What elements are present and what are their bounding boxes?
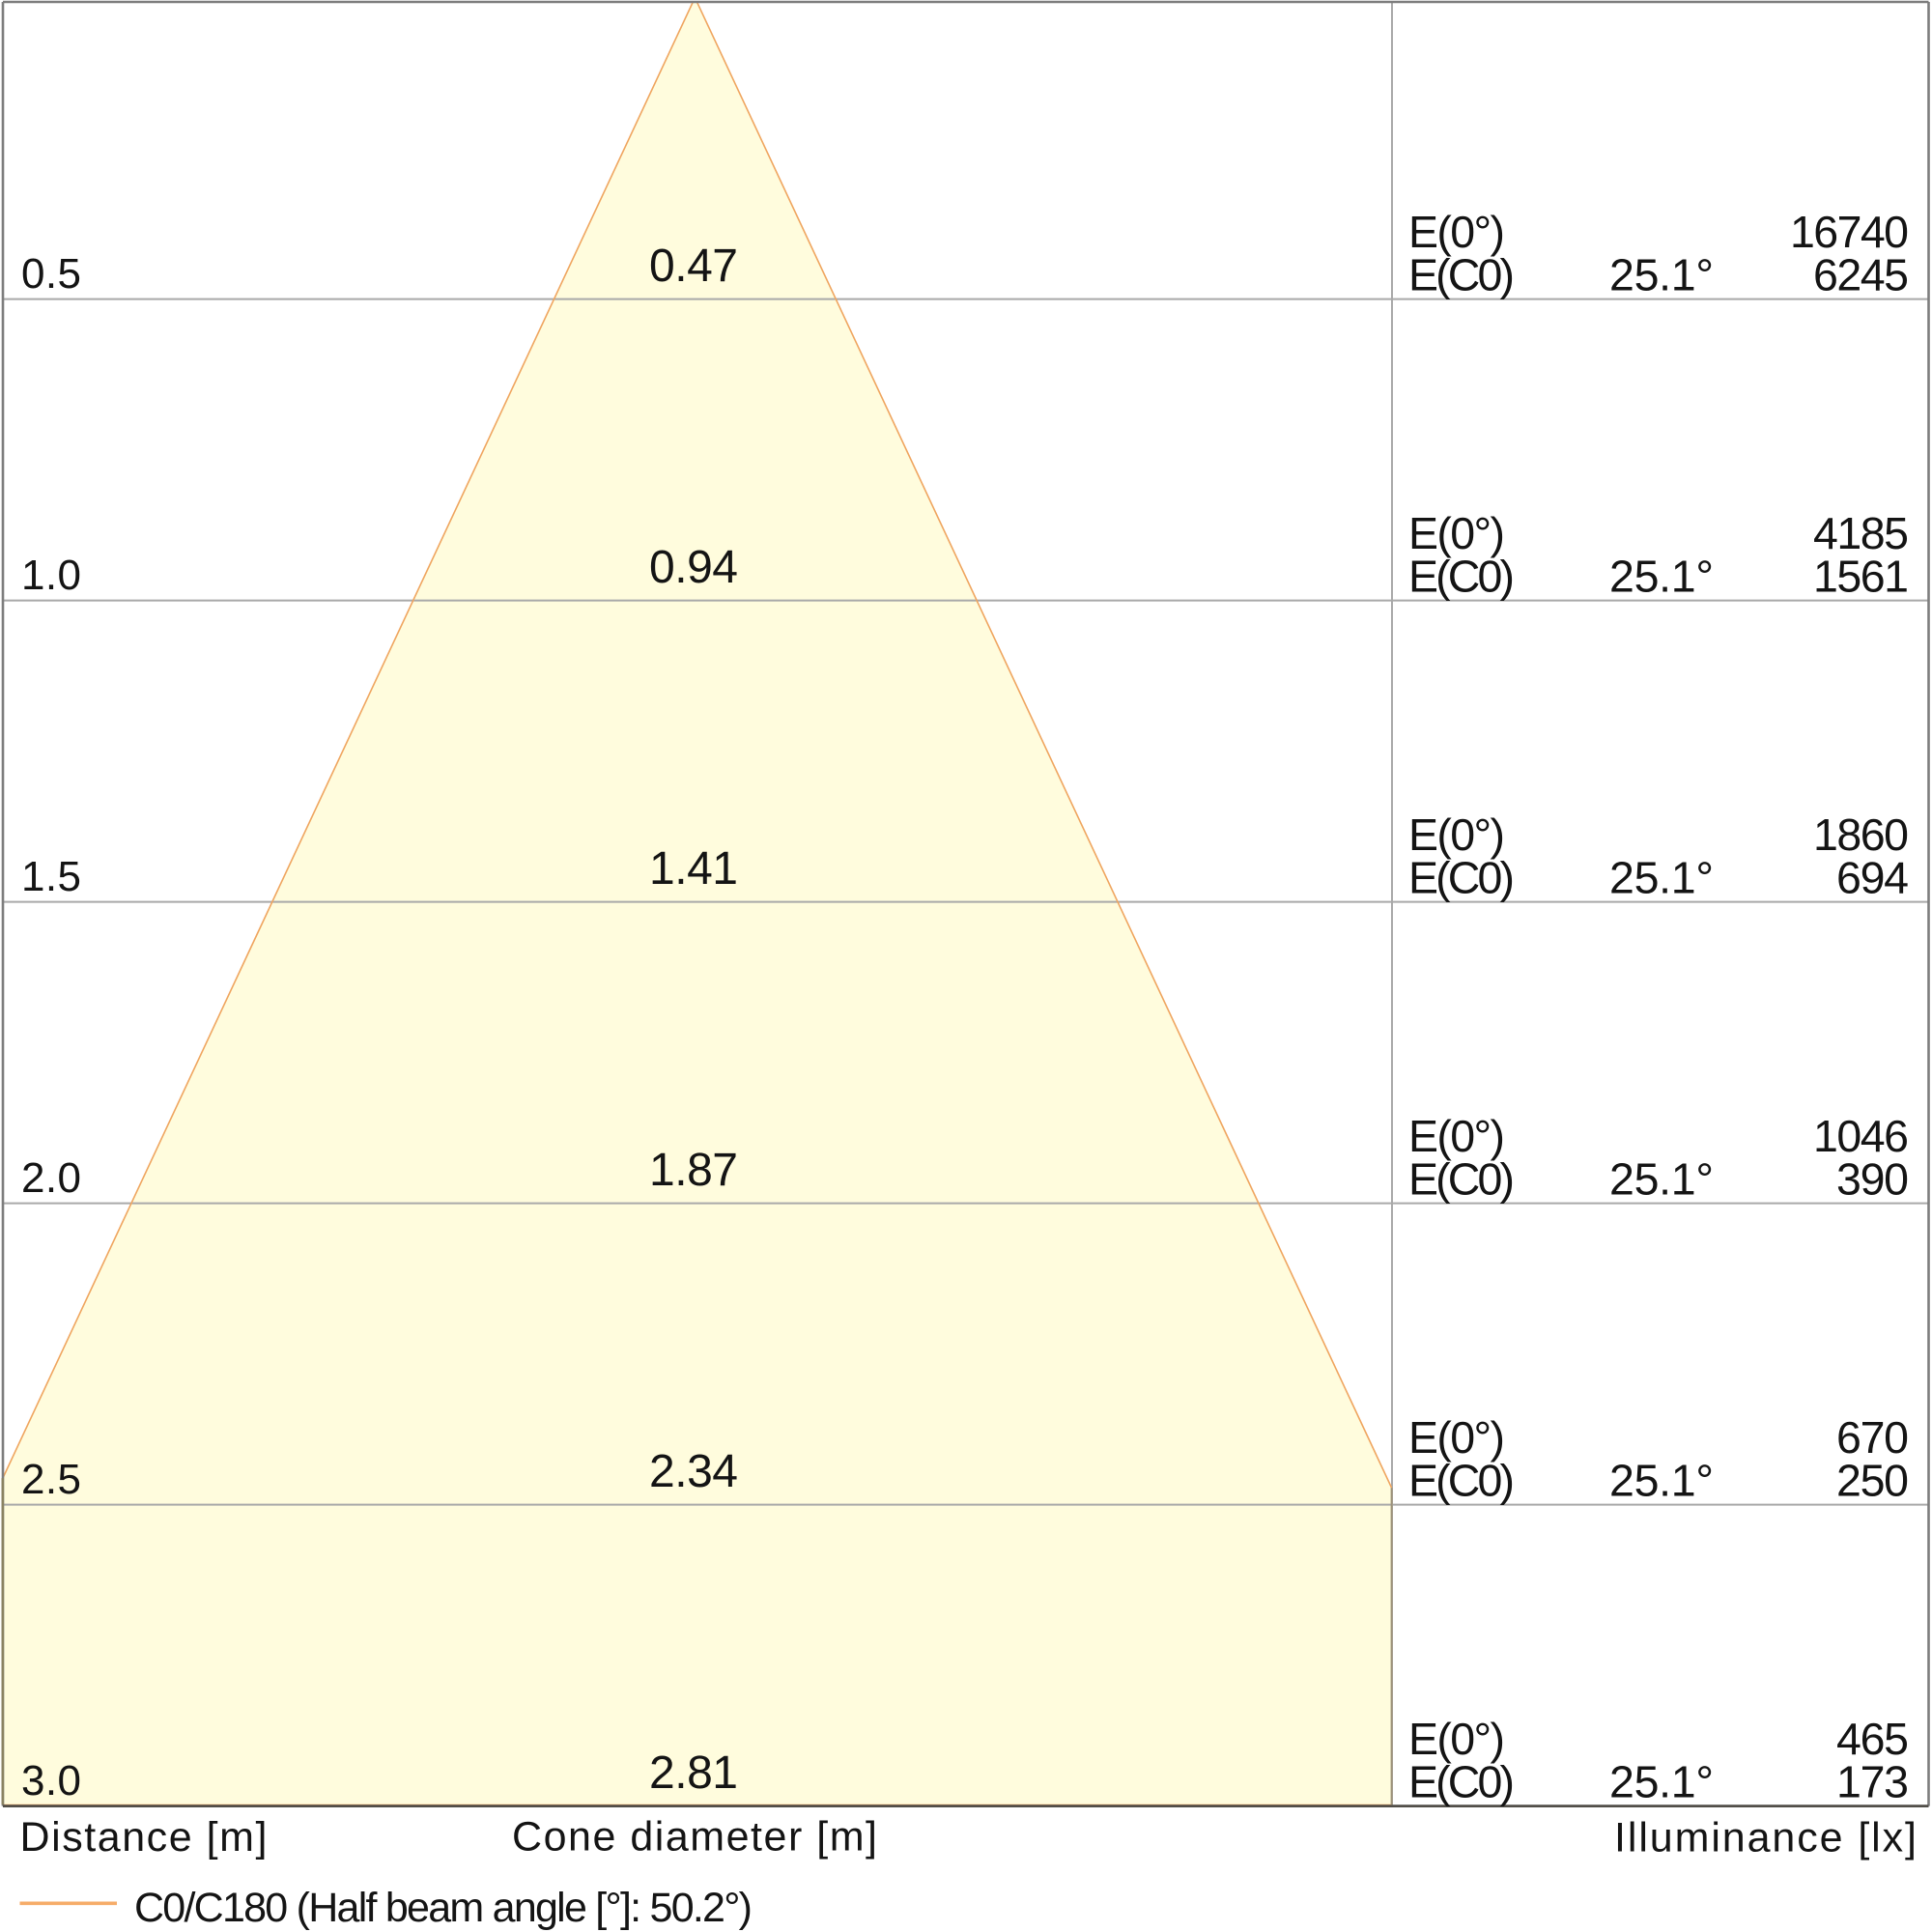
svg-text:4185: 4185 xyxy=(1813,508,1909,558)
svg-text:25.1°: 25.1° xyxy=(1609,1154,1714,1205)
svg-text:25.1°: 25.1° xyxy=(1609,250,1714,300)
svg-text:E(0°): E(0°) xyxy=(1408,810,1505,860)
svg-text:E(0°): E(0°) xyxy=(1408,1412,1505,1463)
svg-text:E(0°): E(0°) xyxy=(1408,1111,1505,1161)
svg-text:1.41: 1.41 xyxy=(649,843,738,895)
svg-text:E(C0): E(C0) xyxy=(1408,1757,1515,1807)
svg-text:173: 173 xyxy=(1836,1757,1909,1807)
svg-text:25.1°: 25.1° xyxy=(1609,552,1714,602)
svg-text:25.1°: 25.1° xyxy=(1609,1456,1714,1506)
svg-text:E(C0): E(C0) xyxy=(1408,250,1515,300)
svg-text:2.81: 2.81 xyxy=(649,1747,738,1799)
svg-text:Illuminance [lx]: Illuminance [lx] xyxy=(1614,1815,1917,1861)
svg-text:25.1°: 25.1° xyxy=(1609,853,1714,903)
svg-text:E(C0): E(C0) xyxy=(1408,853,1515,903)
svg-text:2.0: 2.0 xyxy=(21,1154,81,1202)
svg-text:1.5: 1.5 xyxy=(21,853,81,900)
svg-text:C0/C180 (Half beam angle [°]:: C0/C180 (Half beam angle [°]: 50.2°) xyxy=(134,1885,753,1931)
svg-text:25.1°: 25.1° xyxy=(1609,1757,1714,1807)
svg-text:E(0°): E(0°) xyxy=(1408,508,1505,558)
svg-text:3.0: 3.0 xyxy=(21,1757,81,1804)
svg-text:0.94: 0.94 xyxy=(649,542,738,593)
svg-text:694: 694 xyxy=(1836,853,1909,903)
svg-text:Distance [m]: Distance [m] xyxy=(20,1814,268,1861)
svg-text:E(C0): E(C0) xyxy=(1408,1154,1515,1205)
svg-text:250: 250 xyxy=(1836,1456,1909,1506)
svg-text:6245: 6245 xyxy=(1813,250,1909,300)
svg-text:E(0°): E(0°) xyxy=(1408,207,1505,257)
svg-text:0.5: 0.5 xyxy=(21,250,81,298)
svg-text:16740: 16740 xyxy=(1790,207,1909,257)
svg-text:Cone diameter [m]: Cone diameter [m] xyxy=(512,1814,877,1861)
svg-text:390: 390 xyxy=(1836,1154,1909,1205)
svg-text:1561: 1561 xyxy=(1813,552,1909,602)
svg-text:0.47: 0.47 xyxy=(649,241,738,292)
svg-text:1.87: 1.87 xyxy=(649,1145,738,1196)
svg-text:E(C0): E(C0) xyxy=(1408,1456,1515,1506)
svg-text:2.34: 2.34 xyxy=(649,1446,738,1497)
svg-text:465: 465 xyxy=(1836,1714,1909,1764)
svg-text:1.0: 1.0 xyxy=(21,552,81,599)
svg-text:670: 670 xyxy=(1836,1412,1909,1463)
svg-text:1046: 1046 xyxy=(1813,1111,1909,1161)
svg-text:2.5: 2.5 xyxy=(21,1456,81,1503)
svg-text:E(0°): E(0°) xyxy=(1408,1714,1505,1764)
svg-text:1860: 1860 xyxy=(1813,810,1909,860)
svg-text:E(C0): E(C0) xyxy=(1408,552,1515,602)
